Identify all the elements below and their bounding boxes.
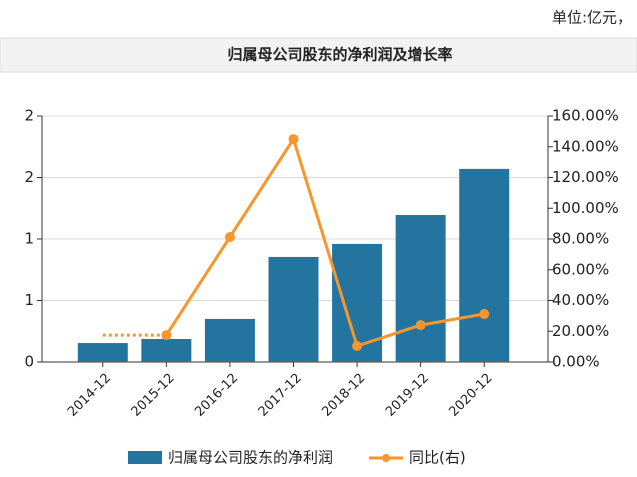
line bbox=[165, 135, 485, 348]
y2-tick-label: 120.00% bbox=[552, 168, 619, 186]
x-tick-label: 2020-12 bbox=[446, 371, 495, 420]
y-tick-label: 2 bbox=[24, 107, 34, 125]
y-tick-label: 2 bbox=[24, 168, 34, 186]
y2-tick-label: 160.00% bbox=[552, 107, 619, 125]
legend-label: 归属母公司股东的净利润 bbox=[168, 449, 333, 467]
y-tick-label: 1 bbox=[24, 230, 34, 248]
line-point bbox=[161, 330, 172, 341]
x-tick-label: 2016-12 bbox=[192, 371, 241, 420]
legend-label: 同比(右) bbox=[409, 449, 466, 467]
bar bbox=[395, 215, 446, 362]
y2-tick-label: 80.00% bbox=[552, 230, 609, 248]
chart-title: 归属母公司股东的净利润及增长率 bbox=[227, 46, 452, 64]
x-tick-label: 2015-12 bbox=[129, 371, 178, 420]
y2-tick-label: 140.00% bbox=[552, 137, 619, 155]
line-point bbox=[352, 341, 363, 352]
bar bbox=[141, 338, 192, 362]
y-tick-label: 0 bbox=[24, 353, 34, 371]
line-point bbox=[224, 232, 235, 243]
bar bbox=[77, 343, 128, 362]
x-tick-label: 2014-12 bbox=[65, 371, 114, 420]
line-point bbox=[479, 309, 490, 320]
y2-tick-label: 40.00% bbox=[552, 291, 609, 309]
x-tick-label: 2017-12 bbox=[256, 371, 305, 420]
bar bbox=[459, 168, 510, 362]
legend: 归属母公司股东的净利润 同比(右) bbox=[128, 449, 466, 467]
y2-tick-label: 0.00% bbox=[552, 353, 600, 371]
y2-tick-label: 20.00% bbox=[552, 322, 609, 340]
y-tick-label: 1 bbox=[24, 291, 34, 309]
title-bar bbox=[0, 37, 637, 73]
unit-note: 单位:亿元， bbox=[552, 9, 632, 27]
line-point bbox=[288, 134, 299, 145]
line-point bbox=[415, 320, 426, 331]
bar bbox=[268, 256, 319, 362]
y2-tick-label: 60.00% bbox=[552, 260, 609, 278]
legend-dot bbox=[382, 454, 391, 462]
x-tick-label: 2019-12 bbox=[383, 371, 432, 420]
x-tick-label: 2018-12 bbox=[319, 371, 368, 420]
y2-tick-label: 100.00% bbox=[552, 199, 619, 217]
legend-swatch bbox=[128, 451, 162, 464]
bar bbox=[204, 318, 255, 362]
